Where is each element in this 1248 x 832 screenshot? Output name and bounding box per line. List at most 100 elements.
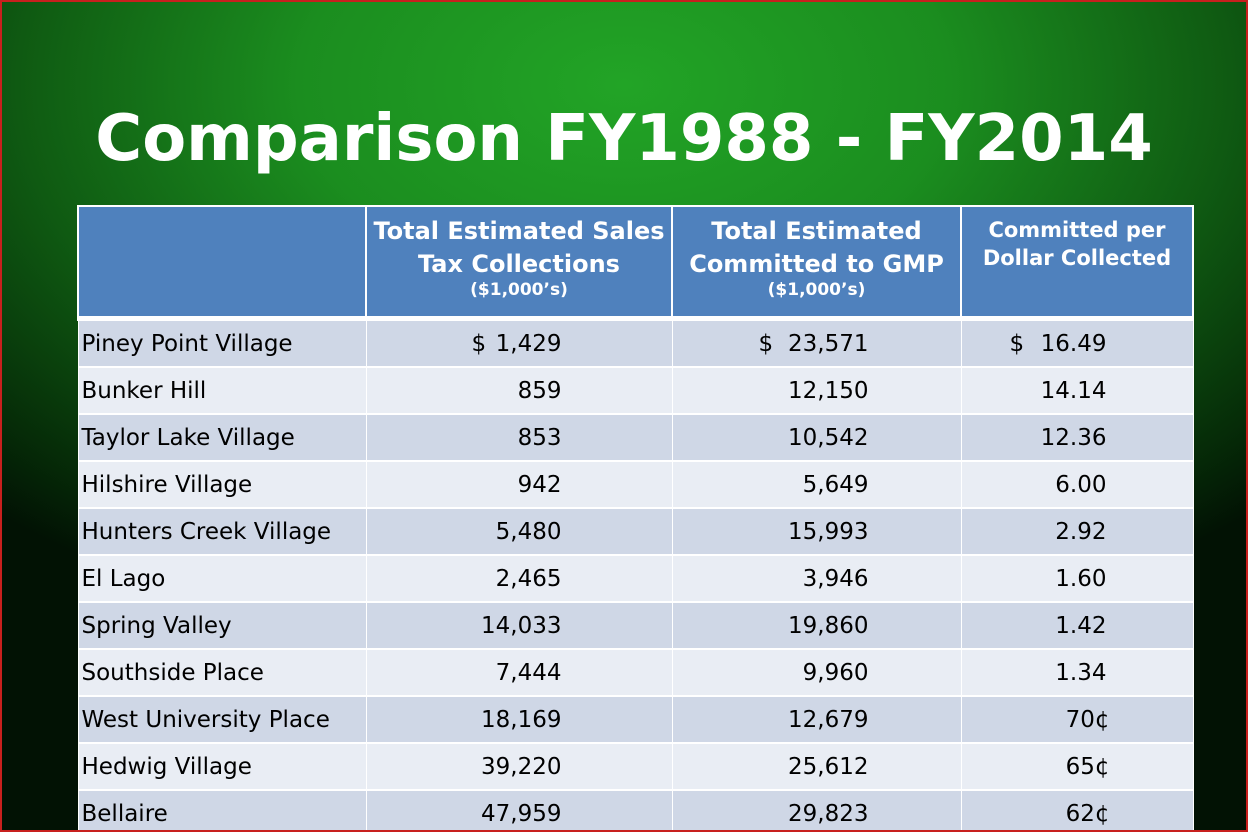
committed-per-dollar-value-cell: 70¢	[960, 695, 1194, 744]
municipality-name: West University Place	[77, 695, 367, 744]
header-sales-tax-line2: Tax Collections	[418, 250, 620, 278]
table-row: Southside Place 7,444 9,960 1.34	[77, 648, 1194, 697]
committed-per-dollar-value-cell: 1.42	[960, 601, 1194, 650]
currency-symbol: $	[1009, 330, 1025, 357]
committed-gmp-value: 5,649	[802, 471, 869, 498]
committed-gmp-value-cell: 9,960	[671, 648, 962, 697]
sales-tax-value-cell: 5,480	[365, 507, 673, 556]
committed-per-dollar-value-cell: 65¢	[960, 742, 1194, 791]
slide-title: Comparison FY1988 - FY2014	[95, 102, 1153, 176]
header-per-dollar-line2: Dollar Collected	[982, 246, 1172, 270]
currency-symbol: $	[471, 330, 487, 357]
municipality-name: Bunker Hill	[77, 366, 367, 415]
committed-per-dollar-value-cell: $16.49	[960, 317, 1194, 368]
sales-tax-value-cell: $1,429	[365, 317, 673, 368]
committed-per-dollar-value: 1.60	[1055, 565, 1107, 592]
committed-gmp-value-cell: 10,542	[671, 413, 962, 462]
table-row: Taylor Lake Village 853 10,542 12.36	[77, 413, 1194, 462]
sales-tax-value-cell: 942	[365, 460, 673, 509]
committed-gmp-value: 9,960	[802, 659, 869, 686]
header-sales-tax-unit: ($1,000’s)	[470, 280, 568, 300]
header-municipality	[77, 205, 367, 321]
committed-gmp-value-cell: $23,571	[671, 317, 962, 368]
committed-per-dollar-value: 2.92	[1055, 518, 1107, 545]
table-row: Spring Valley 14,033 19,860 1.42	[77, 601, 1194, 650]
municipality-name: Hedwig Village	[77, 742, 367, 791]
committed-per-dollar-value: 1.42	[1055, 612, 1107, 639]
sales-tax-value: 859	[517, 377, 562, 404]
committed-gmp-value: 3,946	[802, 565, 869, 592]
comparison-table: Total Estimated Sales Tax Collections ($…	[77, 205, 1194, 830]
sales-tax-value: 942	[517, 471, 562, 498]
municipality-name: El Lago	[77, 554, 367, 603]
sales-tax-value-cell: 2,465	[365, 554, 673, 603]
sales-tax-value: 39,220	[481, 753, 562, 780]
sales-tax-value: 1,429	[495, 330, 562, 357]
committed-per-dollar-value-cell: 62¢	[960, 789, 1194, 830]
committed-per-dollar-value-cell: 6.00	[960, 460, 1194, 509]
sales-tax-value: 5,480	[495, 518, 562, 545]
committed-per-dollar-value: 14.14	[1040, 377, 1107, 404]
committed-per-dollar-value-cell: 1.34	[960, 648, 1194, 697]
committed-per-dollar-value-cell: 1.60	[960, 554, 1194, 603]
currency-symbol: $	[758, 330, 774, 357]
committed-gmp-value: 19,860	[788, 612, 869, 639]
committed-gmp-value-cell: 15,993	[671, 507, 962, 556]
sales-tax-value: 14,033	[481, 612, 562, 639]
committed-gmp-value-cell: 5,649	[671, 460, 962, 509]
committed-per-dollar-value-cell: 12.36	[960, 413, 1194, 462]
municipality-name: Piney Point Village	[77, 317, 367, 368]
municipality-name: Southside Place	[77, 648, 367, 697]
header-committed-gmp: Total Estimated Committed to GMP ($1,000…	[671, 205, 962, 321]
table-header-row: Total Estimated Sales Tax Collections ($…	[77, 205, 1194, 321]
committed-gmp-value-cell: 29,823	[671, 789, 962, 830]
committed-per-dollar-value: 12.36	[1040, 424, 1107, 451]
header-per-dollar-line1: Committed per	[988, 218, 1166, 242]
committed-gmp-value-cell: 12,679	[671, 695, 962, 744]
committed-gmp-value: 12,679	[788, 706, 869, 733]
committed-gmp-value-cell: 3,946	[671, 554, 962, 603]
sales-tax-value-cell: 853	[365, 413, 673, 462]
table-row: El Lago 2,465 3,946 1.60	[77, 554, 1194, 603]
sales-tax-value-cell: 859	[365, 366, 673, 415]
sales-tax-value: 47,959	[481, 800, 562, 827]
committed-gmp-value-cell: 19,860	[671, 601, 962, 650]
table-row: Bunker Hill 859 12,150 14.14	[77, 366, 1194, 415]
committed-per-dollar-value: 16.49	[1040, 330, 1107, 357]
committed-gmp-value: 10,542	[788, 424, 869, 451]
municipality-name: Spring Valley	[77, 601, 367, 650]
sales-tax-value: 853	[517, 424, 562, 451]
committed-gmp-value-cell: 25,612	[671, 742, 962, 791]
committed-per-dollar-value: 62¢	[1065, 800, 1110, 827]
header-sales-tax-line1: Total Estimated Sales	[373, 217, 665, 245]
header-committed-gmp-unit: ($1,000’s)	[767, 280, 866, 300]
municipality-name: Taylor Lake Village	[77, 413, 367, 462]
municipality-name: Hunters Creek Village	[77, 507, 367, 556]
committed-per-dollar-value: 65¢	[1065, 753, 1110, 780]
header-committed-gmp-line1: Total Estimated	[711, 217, 922, 245]
committed-gmp-value: 12,150	[788, 377, 869, 404]
municipality-name: Bellaire	[77, 789, 367, 830]
sales-tax-value-cell: 7,444	[365, 648, 673, 697]
table-row: Hilshire Village 942 5,649 6.00	[77, 460, 1194, 509]
sales-tax-value: 7,444	[495, 659, 562, 686]
committed-gmp-value: 29,823	[788, 800, 869, 827]
municipality-name: Hilshire Village	[77, 460, 367, 509]
table-row: West University Place 18,169 12,679 70¢	[77, 695, 1194, 744]
sales-tax-value: 18,169	[481, 706, 562, 733]
header-sales-tax: Total Estimated Sales Tax Collections ($…	[365, 205, 673, 321]
committed-per-dollar-value-cell: 2.92	[960, 507, 1194, 556]
table-row: Hedwig Village 39,220 25,612 65¢	[77, 742, 1194, 791]
header-committed-per-dollar: Committed per Dollar Collected	[960, 205, 1194, 321]
committed-per-dollar-value-cell: 14.14	[960, 366, 1194, 415]
table-row: Piney Point Village $1,429 $23,571 $16.49	[77, 317, 1194, 368]
sales-tax-value-cell: 14,033	[365, 601, 673, 650]
committed-gmp-value: 25,612	[788, 753, 869, 780]
sales-tax-value-cell: 18,169	[365, 695, 673, 744]
committed-per-dollar-value: 6.00	[1055, 471, 1107, 498]
committed-gmp-value: 15,993	[788, 518, 869, 545]
committed-per-dollar-value: 1.34	[1055, 659, 1107, 686]
committed-per-dollar-value: 70¢	[1065, 706, 1110, 733]
committed-gmp-value: 23,571	[788, 330, 869, 357]
